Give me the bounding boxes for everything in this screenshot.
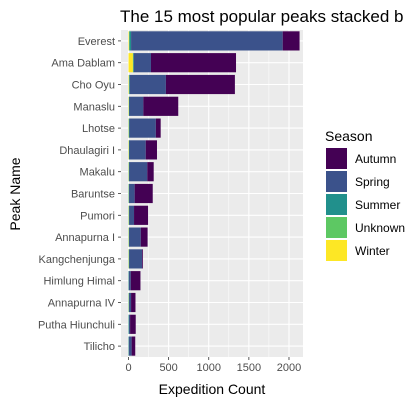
bar-segment-spring bbox=[129, 118, 156, 138]
bar-segment-autumn bbox=[142, 249, 143, 269]
legend-title: Season bbox=[325, 128, 372, 144]
bar-segment-spring bbox=[133, 53, 151, 73]
bars bbox=[128, 31, 300, 356]
y-tick-label: Annapurna I bbox=[55, 232, 115, 244]
bar-segment-winter bbox=[128, 31, 130, 51]
bar-segment-autumn bbox=[134, 205, 149, 225]
y-tick-label: Tilicho bbox=[84, 341, 115, 353]
bar-segment-autumn bbox=[165, 74, 235, 95]
y-tick-label: Putha Hiunchuli bbox=[38, 319, 115, 331]
bar-segment-unknown bbox=[132, 53, 134, 73]
bar-segment-autumn bbox=[130, 314, 136, 334]
bar-segment-autumn bbox=[145, 140, 157, 160]
legend: Season Autumn Spring Summer Unknown Winter bbox=[325, 128, 405, 261]
legend-swatch-autumn bbox=[326, 148, 347, 169]
y-tick-label: Pumori bbox=[80, 210, 115, 222]
x-tick-label: 1500 bbox=[237, 362, 261, 374]
bar-segment-summer bbox=[129, 74, 130, 95]
x-tick-label: 0 bbox=[125, 362, 131, 374]
y-tick-label: Manaslu bbox=[73, 101, 115, 113]
bar-segment-spring bbox=[129, 96, 144, 116]
bar-segment-autumn bbox=[147, 162, 154, 182]
bar-segment-spring bbox=[131, 31, 283, 51]
bar-segment-spring bbox=[129, 140, 146, 160]
bar-segment-spring bbox=[129, 249, 143, 269]
bar-segment-spring bbox=[129, 162, 148, 182]
bar-segment-spring bbox=[128, 271, 131, 291]
bar-segment-spring bbox=[128, 314, 131, 334]
legend-swatch-winter bbox=[326, 240, 347, 261]
bar-segment-winter bbox=[128, 53, 133, 73]
x-tick-label: 2000 bbox=[277, 362, 301, 374]
x-axis-title: Expedition Count bbox=[159, 381, 266, 397]
bar-segment-autumn bbox=[282, 31, 300, 51]
bar-segment-spring bbox=[128, 336, 132, 356]
legend-swatch-summer bbox=[326, 194, 347, 215]
legend-swatch-unknown bbox=[326, 217, 347, 238]
bar-segment-summer bbox=[128, 205, 130, 225]
bar-segment-autumn bbox=[143, 96, 179, 116]
bar-segment-summer bbox=[128, 249, 130, 269]
y-tick-label: Ama Dablam bbox=[51, 58, 115, 70]
bar-segment-summer bbox=[128, 118, 130, 138]
y-tick-label: Baruntse bbox=[71, 189, 115, 201]
y-tick-label: Kangchenjunga bbox=[39, 254, 116, 266]
bar-segment-summer bbox=[128, 96, 130, 116]
bar-segment-winter bbox=[128, 96, 129, 116]
legend-label: Winter bbox=[355, 244, 390, 258]
y-tick-label: Cho Oyu bbox=[72, 80, 115, 92]
bar-segment-spring bbox=[129, 227, 141, 247]
y-tick-label: Lhotse bbox=[82, 123, 115, 135]
legend-label: Spring bbox=[355, 175, 390, 189]
legend-label: Unknown bbox=[355, 221, 405, 235]
y-tick-label: Dhaulagiri I bbox=[59, 145, 115, 157]
bar-segment-winter bbox=[128, 74, 129, 95]
legend-label: Autumn bbox=[355, 152, 396, 166]
bar-segment-spring bbox=[129, 74, 166, 95]
bar-segment-winter bbox=[128, 140, 129, 160]
bar-segment-summer bbox=[128, 162, 130, 182]
y-tick-label: Annapurna IV bbox=[48, 298, 116, 310]
legend-swatch-spring bbox=[326, 171, 347, 192]
y-axis-title: Peak Name bbox=[7, 157, 23, 230]
legend-label: Summer bbox=[355, 198, 400, 212]
bar-segment-autumn bbox=[131, 292, 136, 313]
y-tick-label: Makalu bbox=[80, 167, 115, 179]
x-tick-labels: 0 500 1000 1500 2000 bbox=[125, 357, 301, 374]
bar-segment-summer bbox=[128, 140, 130, 160]
bar-segment-autumn bbox=[155, 118, 161, 138]
x-tick-label: 1000 bbox=[196, 362, 220, 374]
y-tick-label: Himlung Himal bbox=[43, 276, 115, 288]
bar-segment-summer bbox=[133, 53, 134, 73]
bar-segment-summer bbox=[129, 31, 132, 51]
bar-segment-autumn bbox=[130, 271, 141, 291]
x-tick-label: 500 bbox=[159, 362, 177, 374]
bar-segment-unknown bbox=[129, 31, 130, 51]
bar-segment-spring bbox=[129, 183, 135, 204]
bar-segment-autumn bbox=[140, 227, 148, 247]
bar-segment-autumn bbox=[150, 53, 237, 73]
y-tick-label: Everest bbox=[78, 36, 115, 48]
chart-title: The 15 most popular peaks stacked b bbox=[120, 7, 404, 26]
bar-segment-autumn bbox=[131, 336, 136, 356]
bar-segment-spring bbox=[129, 205, 135, 225]
y-tick-labels: Everest Ama Dablam Cho Oyu Manaslu Lhotse Dha… bbox=[38, 36, 121, 353]
bar-segment-autumn bbox=[134, 183, 153, 204]
bar-segment-spring bbox=[129, 292, 132, 313]
